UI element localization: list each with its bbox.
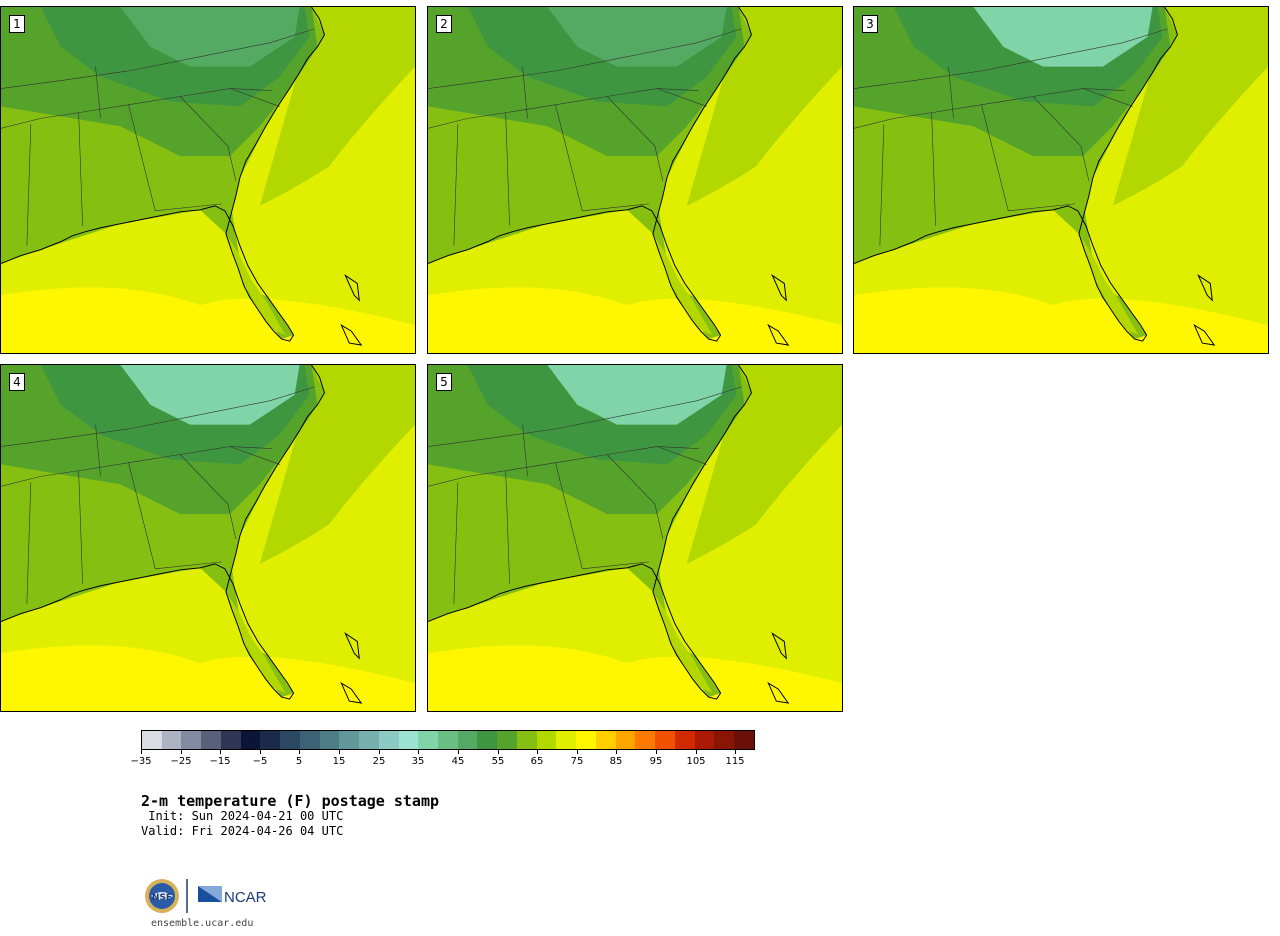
colorbar-tick-mark bbox=[498, 750, 499, 754]
member-number-label: 5 bbox=[436, 373, 452, 391]
colorbar-segment bbox=[339, 731, 360, 749]
colorbar-segment bbox=[655, 731, 675, 749]
colorbar-segment bbox=[161, 731, 182, 749]
colorbar-segment bbox=[714, 731, 735, 749]
temperature-field bbox=[1, 365, 415, 711]
colorbar-tick-label: 105 bbox=[686, 756, 706, 767]
colorbar-tick-label: 75 bbox=[570, 756, 584, 767]
valid-time: Valid: Fri 2024-04-26 04 UTC bbox=[141, 824, 344, 838]
map-panel-4: 4 bbox=[0, 364, 416, 712]
nsf-logo-icon: NSF bbox=[145, 879, 179, 913]
colorbar-ticks: −35 −25 −15 −5 5 15 25 35 45 55 65 75 85 95 105 115 bbox=[130, 750, 755, 770]
site-url: ensemble.ucar.edu bbox=[151, 918, 254, 929]
colorbar-tick-mark bbox=[418, 750, 419, 754]
colorbar-segment bbox=[615, 731, 636, 749]
temperature-field bbox=[428, 365, 842, 711]
colorbar-segment bbox=[418, 731, 439, 749]
plot-title: 2-m temperature (F) postage stamp bbox=[141, 792, 440, 810]
colorbar-tick-label: 95 bbox=[649, 756, 663, 767]
colorbar-tick-label: −35 bbox=[130, 756, 152, 767]
colorbar-segment bbox=[576, 731, 596, 749]
temperature-colorbar bbox=[141, 730, 755, 750]
colorbar-segment bbox=[142, 731, 162, 749]
colorbar-segment bbox=[674, 731, 695, 749]
colorbar-segment bbox=[536, 731, 557, 749]
colorbar-segment bbox=[635, 731, 656, 749]
map-panel-3: 3 bbox=[853, 6, 1269, 354]
temperature-field bbox=[1, 7, 415, 353]
colorbar-segment bbox=[694, 731, 715, 749]
ncar-logo-text: NCAR bbox=[224, 889, 267, 906]
colorbar-tick-mark bbox=[181, 750, 182, 754]
temperature-field bbox=[854, 7, 1268, 353]
init-time: Init: Sun 2024-04-21 00 UTC bbox=[141, 809, 344, 823]
colorbar-tick-mark bbox=[299, 750, 300, 754]
ncar-logo-icon: NCAR bbox=[198, 886, 267, 906]
nsf-ncar-logo: NSF NCAR bbox=[145, 879, 267, 913]
colorbar-tick-mark bbox=[339, 750, 340, 754]
colorbar-tick-label: 15 bbox=[332, 756, 346, 767]
nsf-logo-text: NSF bbox=[152, 893, 172, 903]
colorbar-segment bbox=[477, 731, 498, 749]
colorbar-tick-mark bbox=[458, 750, 459, 754]
colorbar-segment bbox=[319, 731, 340, 749]
colorbar-tick-label: 25 bbox=[372, 756, 386, 767]
colorbar-tick-label: 35 bbox=[411, 756, 425, 767]
member-number-label: 1 bbox=[9, 15, 25, 33]
member-number-label: 2 bbox=[436, 15, 452, 33]
colorbar-tick-mark bbox=[141, 750, 142, 754]
colorbar-tick-mark bbox=[735, 750, 736, 754]
colorbar-tick-label: 5 bbox=[295, 756, 303, 767]
colorbar-segment bbox=[438, 731, 458, 749]
colorbar-segment bbox=[181, 731, 202, 749]
colorbar-tick-mark bbox=[696, 750, 697, 754]
colorbar-segment bbox=[595, 731, 616, 749]
colorbar-tick-label: −15 bbox=[209, 756, 231, 767]
colorbar-tick-label: −5 bbox=[252, 756, 268, 767]
member-number-label: 4 bbox=[9, 373, 25, 391]
colorbar-segment bbox=[299, 731, 320, 749]
colorbar-segment bbox=[378, 731, 399, 749]
colorbar-segment bbox=[359, 731, 379, 749]
colorbar-tick-mark bbox=[220, 750, 221, 754]
colorbar-segment bbox=[280, 731, 300, 749]
map-panel-5: 5 bbox=[427, 364, 843, 712]
member-number-label: 3 bbox=[862, 15, 878, 33]
colorbar-tick-label: 55 bbox=[491, 756, 505, 767]
temperature-field bbox=[428, 7, 842, 353]
colorbar-segment bbox=[516, 731, 537, 749]
colorbar-tick-mark bbox=[656, 750, 657, 754]
colorbar-tick-label: 115 bbox=[725, 756, 745, 767]
colorbar-segment bbox=[201, 731, 221, 749]
colorbar-segment bbox=[220, 731, 241, 749]
colorbar-segment bbox=[734, 731, 754, 749]
colorbar-segment bbox=[398, 731, 419, 749]
colorbar-segment bbox=[240, 731, 261, 749]
colorbar-segment bbox=[497, 731, 517, 749]
colorbar-tick-mark bbox=[260, 750, 261, 754]
colorbar-tick-mark bbox=[379, 750, 380, 754]
map-panel-2: 2 bbox=[427, 6, 843, 354]
colorbar-segment bbox=[457, 731, 478, 749]
colorbar-tick-mark bbox=[537, 750, 538, 754]
colorbar-tick-label: −25 bbox=[170, 756, 192, 767]
map-panel-1: 1 bbox=[0, 6, 416, 354]
colorbar-tick-label: 85 bbox=[609, 756, 623, 767]
colorbar-segment bbox=[556, 731, 577, 749]
colorbar-tick-mark bbox=[616, 750, 617, 754]
colorbar-tick-mark bbox=[577, 750, 578, 754]
colorbar-segment bbox=[260, 731, 281, 749]
colorbar-tick-label: 45 bbox=[451, 756, 465, 767]
colorbar-tick-label: 65 bbox=[530, 756, 544, 767]
